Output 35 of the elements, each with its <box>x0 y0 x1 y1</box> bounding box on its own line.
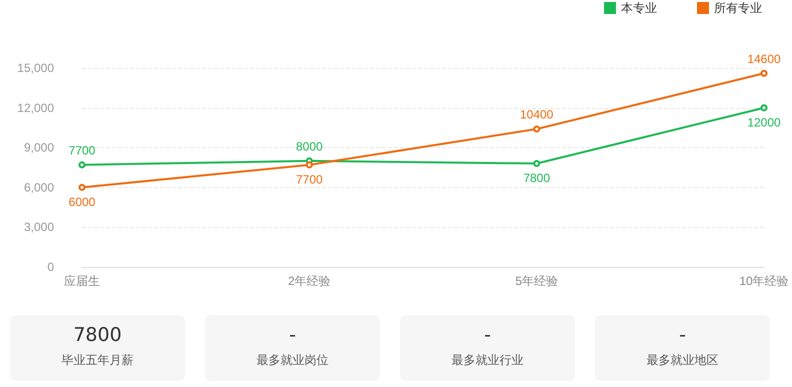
point <box>78 184 86 191</box>
y-tick-label: 12,000 <box>17 100 54 115</box>
x-tick-label: 2年经验 <box>288 274 331 288</box>
y-tick-label: 9,000 <box>24 140 54 155</box>
text: - <box>483 323 492 346</box>
data-label: 10400 <box>520 108 554 122</box>
data-label: 8000 <box>296 139 324 154</box>
point <box>306 161 313 168</box>
text: 7800 <box>72 323 123 346</box>
y-tick-label: 15,000 <box>17 61 54 75</box>
y-tick-label: 3,000 <box>24 220 54 234</box>
text: 毕业五年月薪 <box>60 352 134 369</box>
point <box>533 126 540 133</box>
text: 最多就业地区 <box>646 352 720 369</box>
data-label: 7800 <box>523 171 550 186</box>
x-tick-label: 5年经验 <box>515 274 558 288</box>
data-label: 7700 <box>68 143 96 158</box>
data-label: 12000 <box>747 115 782 130</box>
text: 最多就业岗位 <box>256 352 330 369</box>
data-label: 14600 <box>747 52 782 66</box>
text: 最多就业行业 <box>450 352 524 369</box>
text: - <box>678 323 687 346</box>
data-label: 6000 <box>68 194 96 209</box>
x-tick-label: 10年经验 <box>739 274 789 288</box>
point <box>760 70 768 77</box>
legend-label: 本专业 <box>621 1 657 15</box>
legend-label: 所有专业 <box>714 1 762 15</box>
y-tick-label: 6,000 <box>24 180 54 194</box>
y-tick-label: 0 <box>47 260 54 274</box>
point <box>533 160 540 168</box>
x-tick-label: 应届生 <box>64 274 100 288</box>
data-label: 7700 <box>296 172 324 186</box>
point <box>760 104 768 112</box>
point <box>78 161 86 168</box>
text: - <box>288 323 297 346</box>
